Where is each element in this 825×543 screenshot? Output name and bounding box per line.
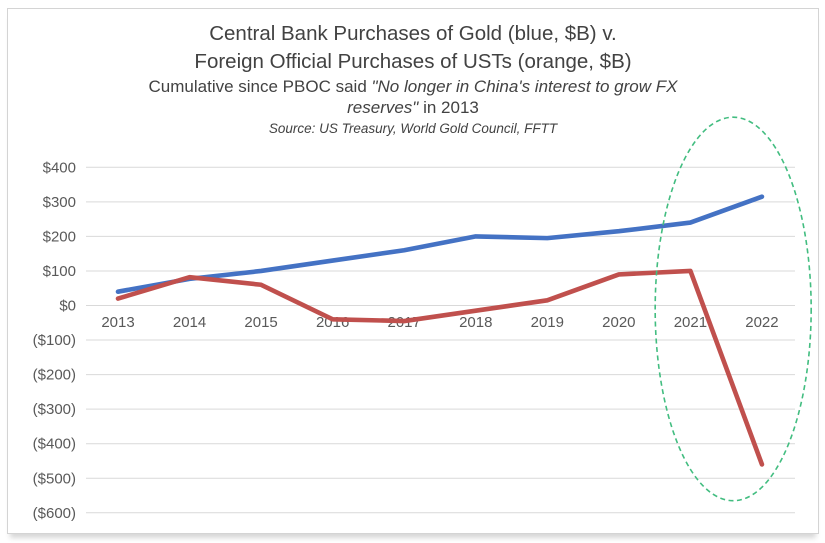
x-axis-tick-label: 2019 xyxy=(531,314,564,331)
y-axis-tick-label: ($600) xyxy=(33,505,76,522)
subtitle-italic-quote-end: reserves" xyxy=(347,98,419,117)
x-axis-tick-label: 2014 xyxy=(173,314,206,331)
chart-subtitle-line-2: reserves" in 2013 xyxy=(7,97,819,118)
chart-title-block: Central Bank Purchases of Gold (blue, $B… xyxy=(7,20,819,138)
y-axis-tick-label: ($300) xyxy=(33,401,76,418)
y-axis-tick-label: ($100) xyxy=(33,332,76,349)
chart-source-note: Source: US Treasury, World Gold Council,… xyxy=(268,121,558,136)
ust-series-line xyxy=(115,268,765,467)
highlight-ellipse xyxy=(654,116,812,502)
x-axis-tick-label: 2020 xyxy=(602,314,635,331)
chart-subtitle-line-1: Cumulative since PBOC said "No longer in… xyxy=(7,76,819,97)
y-axis-tick-label: $300 xyxy=(43,194,76,211)
y-axis-tick-label: $100 xyxy=(43,263,76,280)
x-axis-tick-label: 2015 xyxy=(244,314,277,331)
x-axis-tick-label: 2022 xyxy=(745,314,778,331)
x-axis-tick-label: 2013 xyxy=(101,314,134,331)
subtitle-regular-suffix: in 2013 xyxy=(418,98,479,117)
y-axis-tick-label: ($500) xyxy=(33,470,76,487)
gold-series-line xyxy=(115,194,765,294)
subtitle-italic-quote: "No longer in China's interest to grow F… xyxy=(371,77,678,96)
y-axis-tick-label: ($400) xyxy=(33,436,76,453)
y-axis-tick-label: $0 xyxy=(59,298,76,315)
y-axis-tick-label: $400 xyxy=(43,159,76,176)
chart-title-line-1: Central Bank Purchases of Gold (blue, $B… xyxy=(209,22,617,45)
x-axis-tick-label: 2021 xyxy=(674,314,707,331)
chart-title-line-2: Foreign Official Purchases of USTs (oran… xyxy=(194,50,632,73)
y-axis-tick-label: $200 xyxy=(43,228,76,245)
x-axis-tick-label: 2018 xyxy=(459,314,492,331)
x-axis-tick-label: 2016 xyxy=(316,314,349,331)
y-axis-tick-label: ($200) xyxy=(33,367,76,384)
subtitle-regular-text: Cumulative since PBOC said xyxy=(148,77,372,96)
